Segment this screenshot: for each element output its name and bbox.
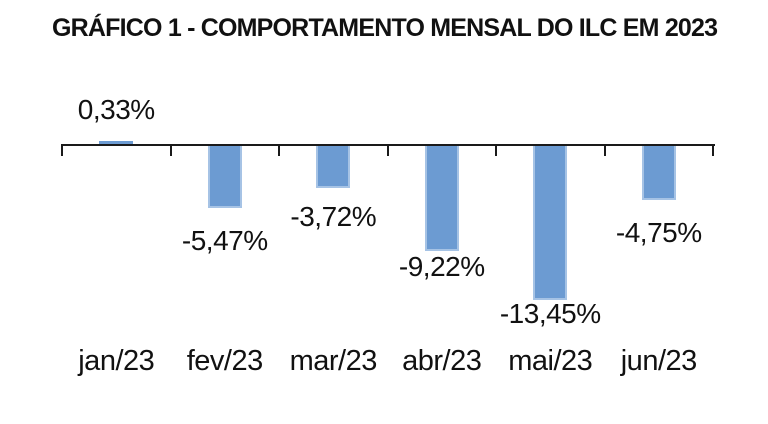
value-label-mai-23: -13,45% xyxy=(499,298,601,329)
x-label-abr-23: abr/23 xyxy=(402,345,482,377)
bar-fev-23 xyxy=(207,145,242,208)
x-axis-tick xyxy=(495,146,497,156)
x-axis-tick xyxy=(386,146,389,156)
x-axis-tick xyxy=(712,146,714,156)
x-label-mai-23: mai/23 xyxy=(508,345,593,377)
bar-abr-23 xyxy=(424,145,459,252)
x-axis-line xyxy=(61,143,715,147)
x-label-fev-23: fev/23 xyxy=(186,345,264,377)
x-label-jan-23: jan/23 xyxy=(78,345,155,377)
x-axis-tick xyxy=(603,146,606,156)
x-label-mar-23: mar/23 xyxy=(289,345,378,377)
x-axis-tick xyxy=(61,146,63,156)
bar-mar-23 xyxy=(316,145,351,188)
value-label-mar-23: -3,72% xyxy=(290,201,377,232)
value-label-jun-23: -4,75% xyxy=(615,217,702,248)
bar-mai-23 xyxy=(533,145,568,300)
bar-jan-23 xyxy=(99,141,134,145)
value-label-jan-23: 0,33% xyxy=(77,94,155,125)
bar-jun-23 xyxy=(641,145,676,200)
x-axis-tick xyxy=(278,146,280,156)
x-label-jun-23: jun/23 xyxy=(620,345,698,377)
x-axis-tick xyxy=(169,146,172,156)
value-label-fev-23: -5,47% xyxy=(181,225,268,256)
chart-title: GRÁFICO 1 - COMPORTAMENTO MENSAL DO ILC … xyxy=(52,14,718,42)
value-label-abr-23: -9,22% xyxy=(398,251,485,282)
